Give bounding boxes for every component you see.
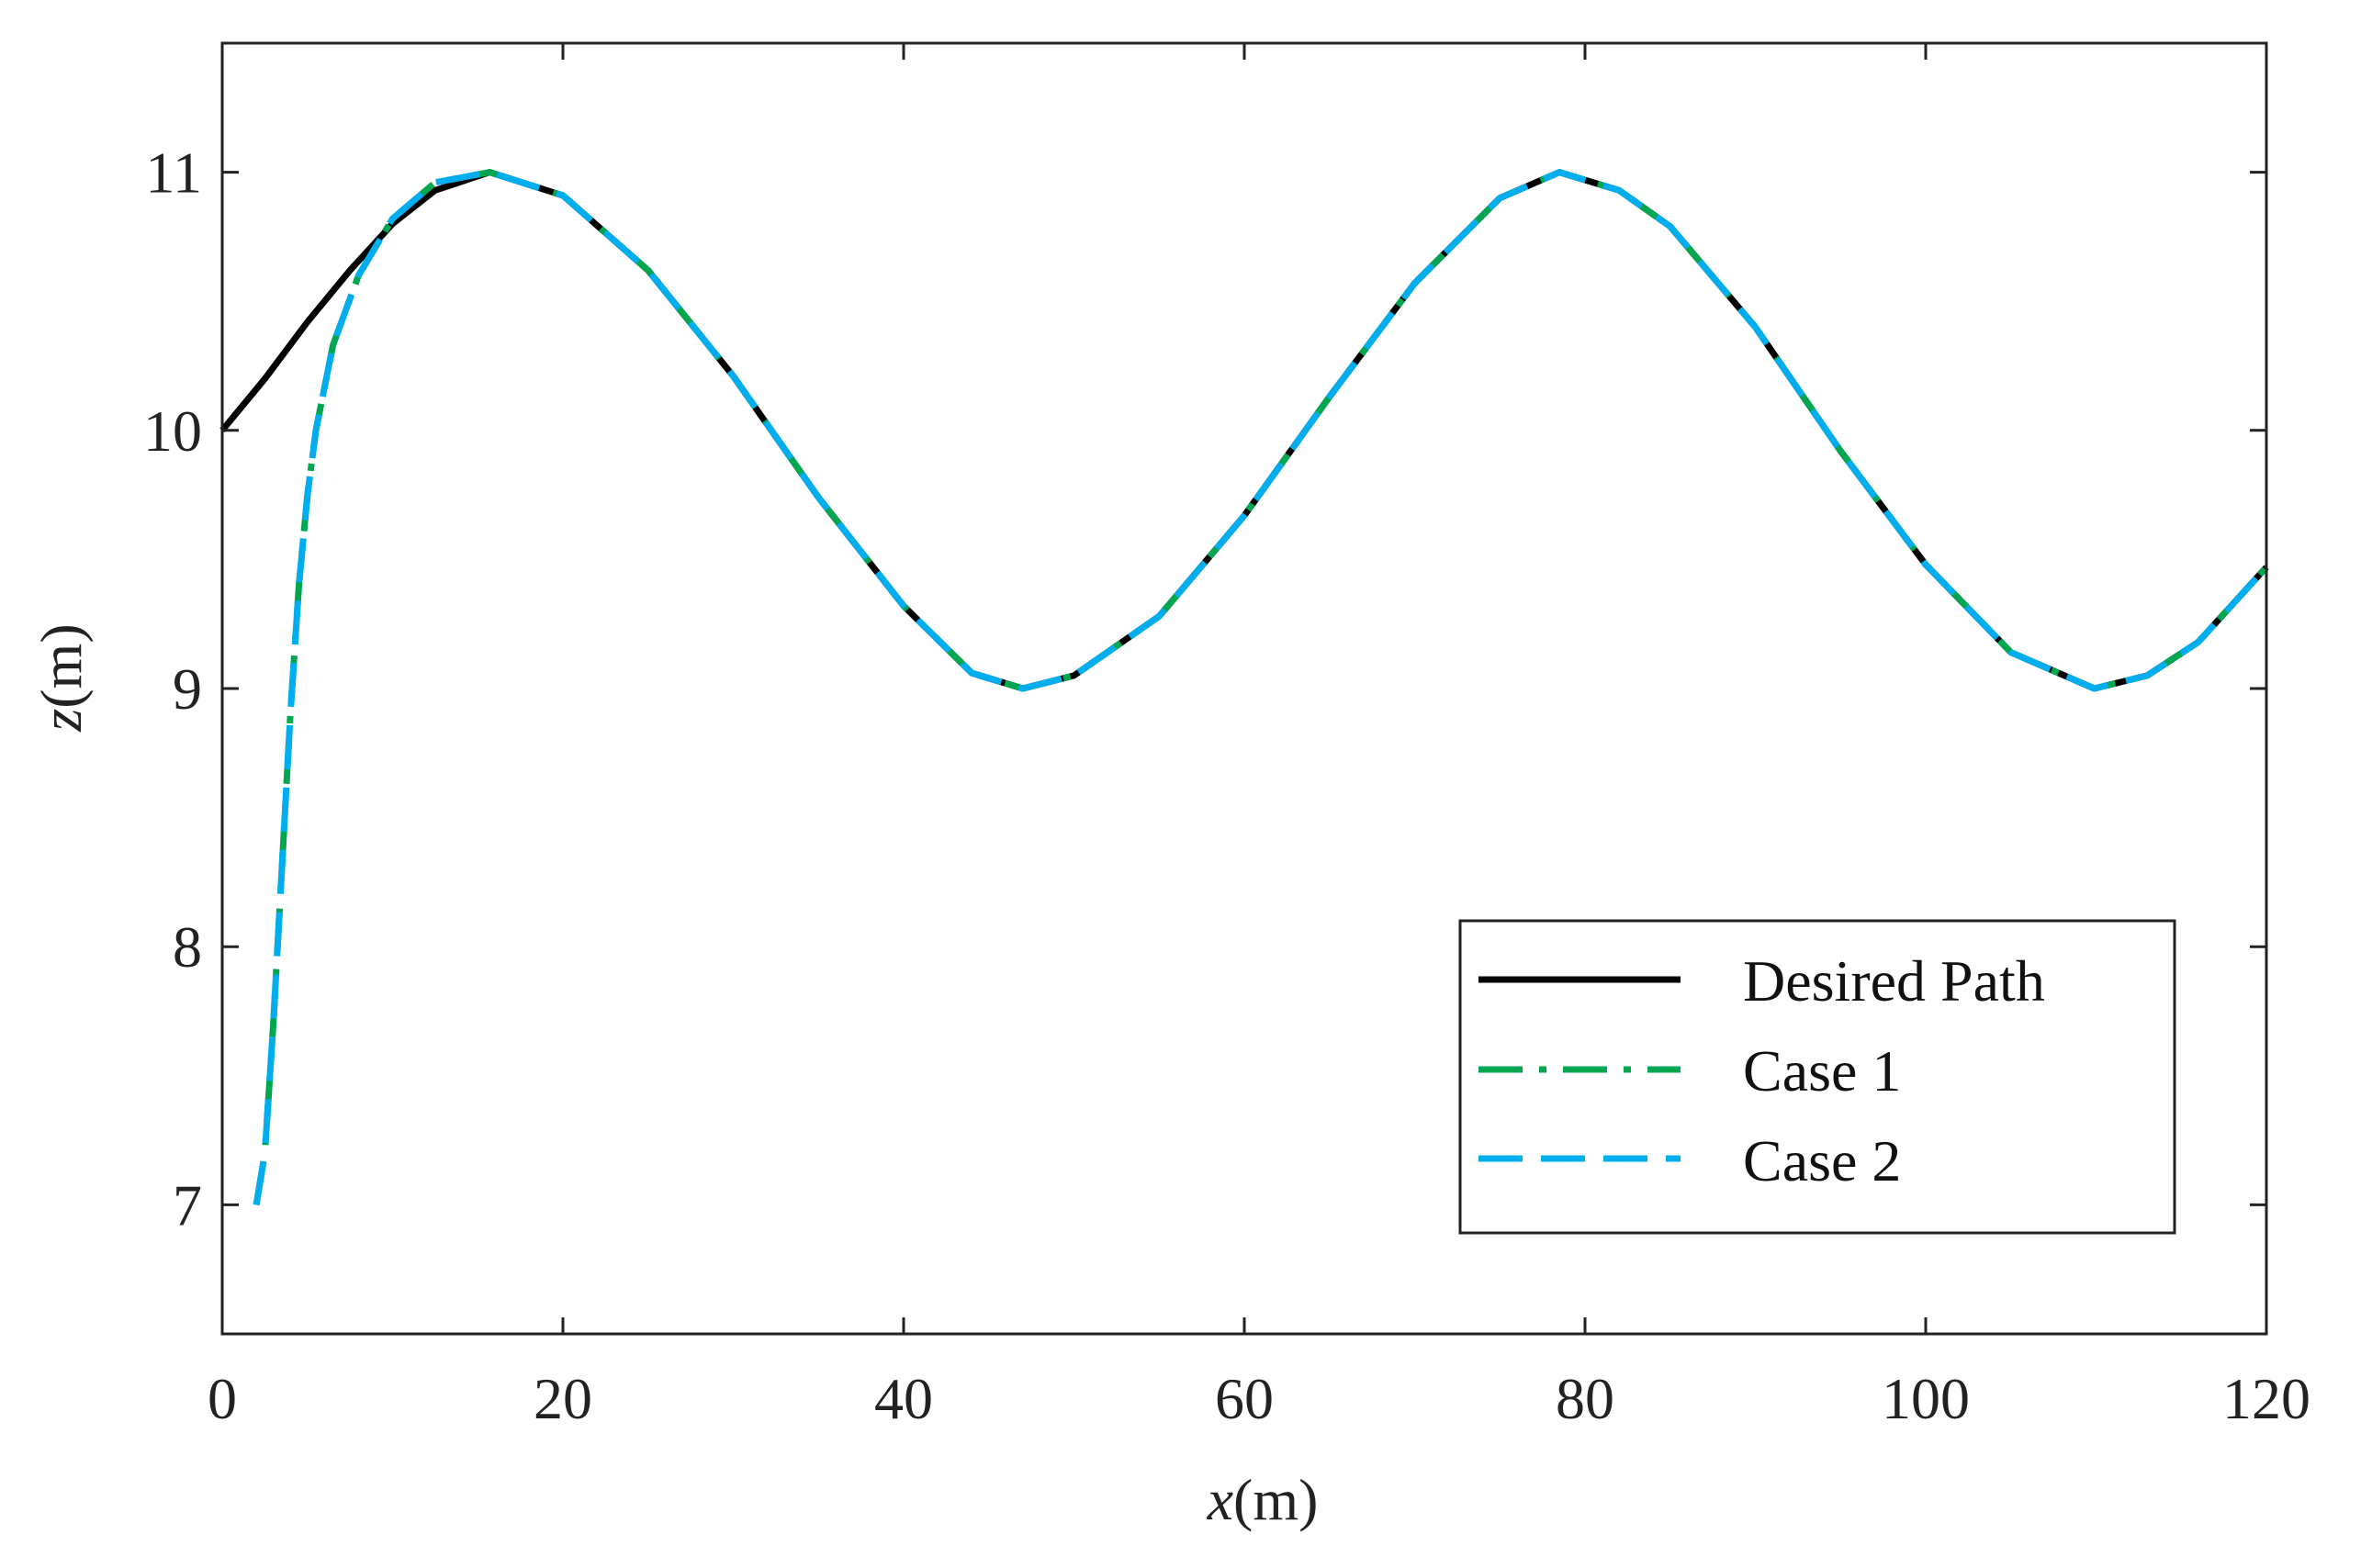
- x-tick-label: 100: [1882, 1366, 1970, 1431]
- y-tick-label: 8: [173, 914, 202, 980]
- y-axis-label: z(m): [28, 623, 94, 732]
- series-layer: [219, 169, 2269, 1205]
- x-tick-label: 20: [534, 1366, 592, 1431]
- x-tick-label: 60: [1215, 1366, 1274, 1431]
- series-line-case-2: [253, 169, 2269, 1205]
- y-tick-label: 9: [173, 656, 202, 722]
- legend: Desired Path Case 1 Case 2: [1458, 919, 2176, 1235]
- legend-label-case-2: Case 2: [1743, 1128, 1901, 1193]
- ticks-layer: 0 20 40 60 80 100 120 7 8 9 10 11: [143, 43, 2310, 1431]
- legend-box: [1458, 919, 2176, 1235]
- y-tick-label: 11: [145, 140, 202, 206]
- x-tick-label: 120: [2222, 1366, 2310, 1431]
- x-tick-label: 80: [1556, 1366, 1614, 1431]
- x-axis-label: x(m): [1207, 1467, 1319, 1532]
- x-tick-label: 0: [208, 1366, 237, 1431]
- legend-label-desired-path: Desired Path: [1743, 948, 2045, 1014]
- legend-label-case-1: Case 1: [1743, 1038, 1901, 1103]
- y-tick-label: 7: [173, 1172, 202, 1238]
- x-tick-label: 40: [874, 1366, 933, 1431]
- y-tick-label: 10: [143, 398, 202, 464]
